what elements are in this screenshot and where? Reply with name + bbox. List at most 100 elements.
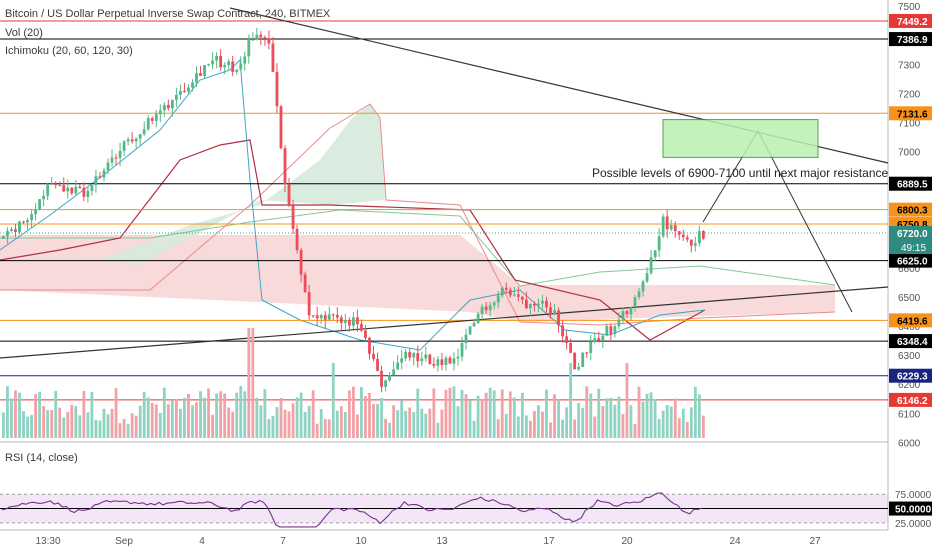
candle-body [94,176,98,186]
candle-body [259,34,263,38]
countdown-label: 49:15 [901,243,926,254]
candle-body [134,138,138,142]
candle-body [561,325,564,337]
volume-bar [26,416,29,438]
candle-body [231,61,235,72]
candle-body [335,314,339,318]
candle-body [126,139,130,142]
candle-body [537,303,540,306]
price-tick-label: 6600 [898,264,921,275]
volume-bar [492,390,496,438]
candle-body [533,303,536,306]
candle-body [223,65,227,68]
candle-body [70,187,74,194]
candle-body [673,225,677,232]
volume-legend: Vol (20) [5,27,43,39]
volume-bar [464,394,468,438]
level-price-tag [889,13,932,28]
candle-body [428,354,432,365]
volume-bar [472,420,476,438]
volume-bar [545,389,548,438]
volume-bar [520,392,524,438]
candle-body [549,307,552,315]
volume-bar [98,420,102,438]
candle-body [581,352,585,368]
volume-bar [444,389,448,438]
volume-bar [335,410,339,438]
level-price-label: 6419.6 [897,316,928,327]
candle-body [504,287,508,290]
candle-body [388,375,392,381]
volume-bar [456,406,460,438]
candle-body [492,302,496,306]
volume-bar [356,414,359,438]
level-price-label: 6750.8 [897,220,928,231]
candle-body [219,55,223,68]
volume-bar [54,390,58,438]
volume-bar [327,419,331,438]
candle-body [90,185,94,191]
candle-body [299,249,303,275]
volume-bar [323,419,327,438]
rsi-level-tag [889,501,932,516]
candle-body [78,186,82,189]
volume-bar [231,411,235,438]
candle-body [283,148,287,185]
rsi-axis-label: 25.0000 [895,519,932,530]
volume-bar [553,394,556,438]
volume-bar [452,386,456,438]
price-axis-background [889,0,932,550]
volume-bar [299,392,303,438]
candle-body [211,60,215,65]
volume-bar [10,398,13,438]
volume-bar [689,407,693,438]
candle-body [315,315,319,319]
candle-body [681,234,685,238]
candle-body [191,82,194,88]
volume-bar [255,397,259,438]
candle-body [106,162,110,171]
volume-bar [557,399,560,438]
rsi-axis-label: 75.0000 [895,490,932,501]
volume-bar [541,411,544,438]
volume-bar [665,405,669,438]
volume-bar [22,411,25,438]
candle-body [215,55,219,61]
level-price-label: 6625.0 [897,257,928,268]
candle-body [227,61,231,66]
volume-bar [174,399,178,438]
candle-body [142,129,146,135]
candle-body [146,118,150,130]
rsi-line [1,492,703,528]
volume-bar [247,328,251,438]
volume-bar [577,403,581,438]
candle-body [677,231,681,235]
level-price-label: 7386.9 [897,35,928,46]
candle-body [130,139,134,142]
level-price-label: 6146.2 [897,396,928,407]
candle-body [291,205,295,229]
volume-bar [420,408,424,438]
volume-bar [114,388,118,438]
volume-bar [589,393,593,438]
volume-bar [126,423,130,438]
candle-body [98,176,102,178]
candle-body [30,214,33,221]
candle-body [605,326,609,336]
volume-bar [122,418,126,438]
candle-body [162,104,166,111]
candle-body [327,314,331,320]
volume-bar [641,401,645,438]
price-tick-label: 7000 [898,148,921,159]
volume-bar [512,397,516,438]
candle-body [247,40,251,57]
time-tick-label: 4 [199,536,205,547]
candle-body [617,319,621,327]
candle-body [195,73,198,83]
volume-bar [110,408,114,438]
time-tick-label: 27 [809,536,821,547]
candle-body [541,300,544,304]
rsi-axis-label: 50.0000 [895,505,932,516]
candle-body [496,295,500,303]
